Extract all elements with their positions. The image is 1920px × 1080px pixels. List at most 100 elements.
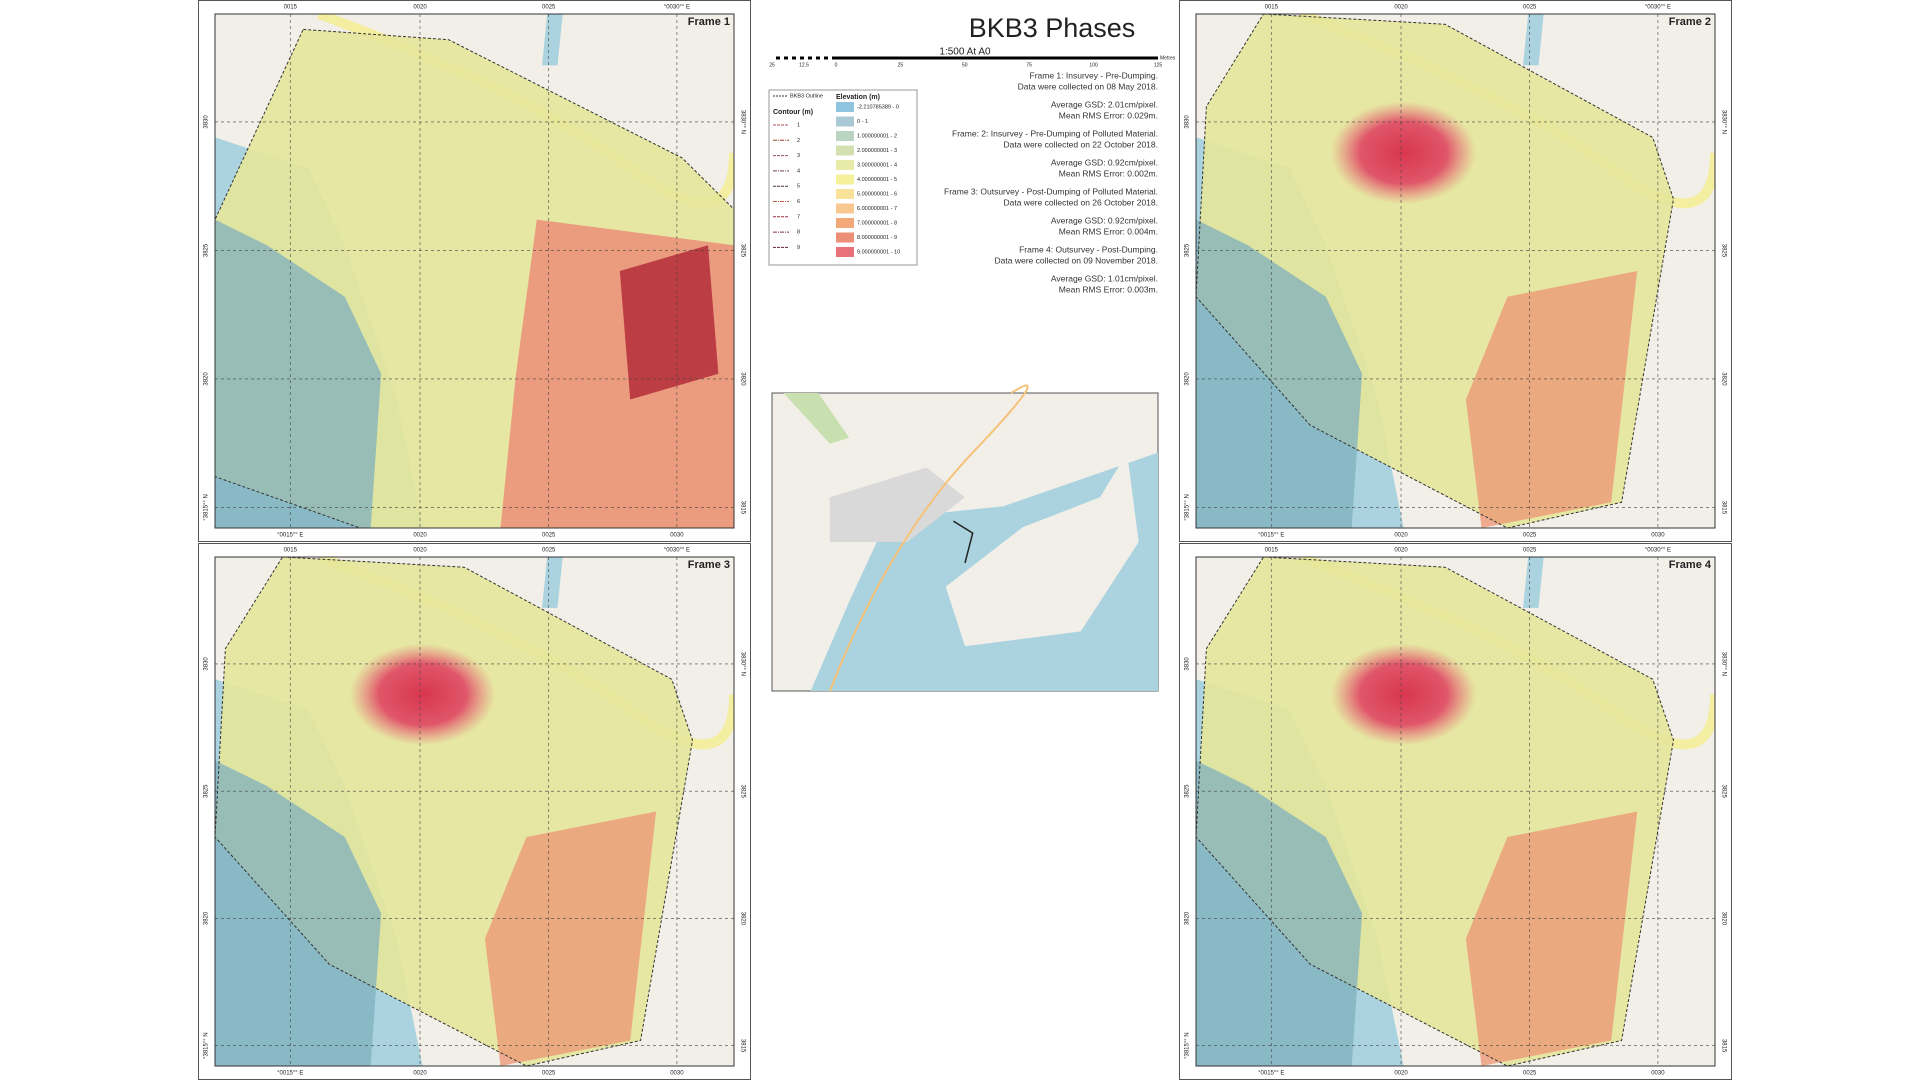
legend-text: 2 (797, 138, 800, 144)
grid-label: 3830°° N (1720, 110, 1726, 134)
grid-label: °3815°° N (204, 1032, 210, 1059)
grid-label: 3820 (739, 372, 745, 386)
river (542, 14, 563, 66)
grid-label: 0030 (1651, 533, 1665, 539)
legend-text: 4.000000001 - 5 (857, 177, 897, 183)
elevation-low (215, 219, 382, 528)
note: Frame 4: Outsurvey - Post-Dumping. (1019, 244, 1158, 254)
frame-label: Frame 1 (688, 16, 730, 28)
legend-text: 1 (797, 122, 800, 128)
legend-heading: Elevation (m) (836, 94, 880, 101)
note: Average GSD: 1.01cm/pixel. (1051, 273, 1158, 283)
overview-island (945, 452, 1139, 647)
scale-seg (788, 56, 792, 60)
grid-label: 0015 (1265, 548, 1279, 554)
grid-label: 0015 (1265, 5, 1279, 11)
frame-label: Frame 2 (1669, 16, 1711, 28)
scale-seg (812, 56, 816, 60)
legend-text: 5 (797, 184, 800, 190)
scale-tick: 100 (1089, 62, 1098, 68)
grid-label: 3825 (739, 244, 745, 258)
note: Average GSD: 0.92cm/pixel. (1051, 215, 1158, 225)
legend-text: BKB3 Outline (790, 93, 823, 99)
elevation-swatch (836, 232, 854, 243)
grid-label: 3825 (739, 784, 745, 798)
grid-label: 3825 (1720, 784, 1726, 798)
grid-label: °0015°° E (277, 533, 303, 539)
elevation-swatch (836, 145, 854, 156)
note: Mean RMS Error: 0.003m. (1059, 284, 1158, 294)
legend-text: 3.000000001 - 4 (857, 162, 897, 168)
map-frame: 0015 °0015°° E 0020 0020 0025 0025 °0030°° E 00… (1179, 0, 1732, 542)
river (1523, 14, 1544, 66)
grid-label: 3830 (204, 657, 210, 671)
survey-outline (1196, 14, 1675, 528)
legend-text: 8 (797, 230, 800, 236)
overview-road (828, 384, 1029, 692)
grid-label: °0030°° E (664, 548, 690, 554)
scale-seg (828, 56, 832, 60)
grid-label: 0020 (1394, 533, 1408, 539)
note: Mean RMS Error: 0.029m. (1059, 110, 1158, 120)
grid-label: 3825 (204, 243, 210, 257)
scale-seg (804, 56, 808, 60)
note: Mean RMS Error: 0.002m. (1059, 168, 1158, 178)
grid-label: 0020 (413, 5, 427, 11)
scale-tick: 25 (898, 62, 904, 68)
note: Average GSD: 0.92cm/pixel. (1051, 157, 1158, 167)
elevation-low (1196, 760, 1363, 1066)
elevation-swatch (836, 131, 854, 141)
note: Data were collected on 08 May 2018. (1018, 81, 1158, 91)
grid-label: °3815°° N (204, 494, 210, 521)
grid-label: °3815°° N (1185, 494, 1191, 521)
grid-label: °3815°° N (1185, 1032, 1191, 1059)
overview-site (953, 520, 974, 564)
map-frame: 0015 °0015°° E 0020 0020 0025 0025 °0030°° E 00… (1179, 543, 1732, 1080)
grid-label: °0015°° E (1258, 533, 1284, 539)
elevation-swatch (836, 102, 854, 112)
building (619, 245, 719, 400)
elevation-high (484, 811, 657, 1066)
scale-text: 1:500 At A0 (939, 47, 991, 58)
grid-label: 0025 (542, 1071, 556, 1077)
grid-label: 0030 (1651, 1071, 1665, 1077)
grid-label: 3815 (1720, 501, 1726, 515)
mound (1330, 643, 1477, 746)
sheet-title: BKB3 Phases (969, 13, 1136, 43)
scale-unit: Metres (1160, 55, 1176, 61)
map-frame: 0015 °0015°° E 0020 0020 0025 0025 °0030°° E 00… (198, 0, 751, 542)
scale-seg (772, 56, 776, 60)
legend-text: 7.000000001 - 8 (857, 220, 897, 226)
legend-text: 9.000000001 - 10 (857, 249, 900, 255)
grid-label: 0025 (1523, 1071, 1537, 1077)
grid-label: 3820 (204, 372, 210, 386)
grid-label: 3825 (1720, 244, 1726, 258)
grid-label: 0030 (670, 533, 684, 539)
note: Average GSD: 2.01cm/pixel. (1051, 99, 1158, 109)
legend-text: 7 (797, 214, 800, 220)
grid-label: 3825 (204, 784, 210, 798)
grid-label: °0030°° E (1645, 5, 1671, 11)
map-body (215, 14, 734, 528)
grid-label: 0020 (413, 548, 427, 554)
grid-label: 3820 (1720, 372, 1726, 386)
legend-text: 9 (797, 245, 800, 251)
legend-text: -2.210785389 - 0 (857, 104, 899, 110)
river (1523, 557, 1544, 608)
scale-tick: 125 (1154, 62, 1163, 68)
map-border (1195, 556, 1716, 1067)
grid-label: 0030 (670, 1071, 684, 1077)
grid-label: 0025 (1523, 5, 1537, 11)
grid-label: 0020 (1394, 548, 1408, 554)
elevation-low (215, 760, 382, 1066)
legend-text: 1.000000001 - 2 (857, 133, 897, 139)
elevation-swatch (836, 218, 854, 228)
note: Frame 3: Outsurvey - Post-Dumping of Pol… (944, 186, 1158, 196)
grid-label: 3815 (1720, 1039, 1726, 1053)
map-frame: 0015 °0015°° E 0020 0020 0025 0025 °0030°° E 00… (198, 543, 751, 1080)
legend-text: 4 (797, 168, 800, 174)
scale-tick: 25 (769, 62, 775, 68)
mound (1330, 101, 1477, 205)
elevation-swatch (836, 174, 854, 185)
grid-label: 3830°° N (1720, 652, 1726, 676)
